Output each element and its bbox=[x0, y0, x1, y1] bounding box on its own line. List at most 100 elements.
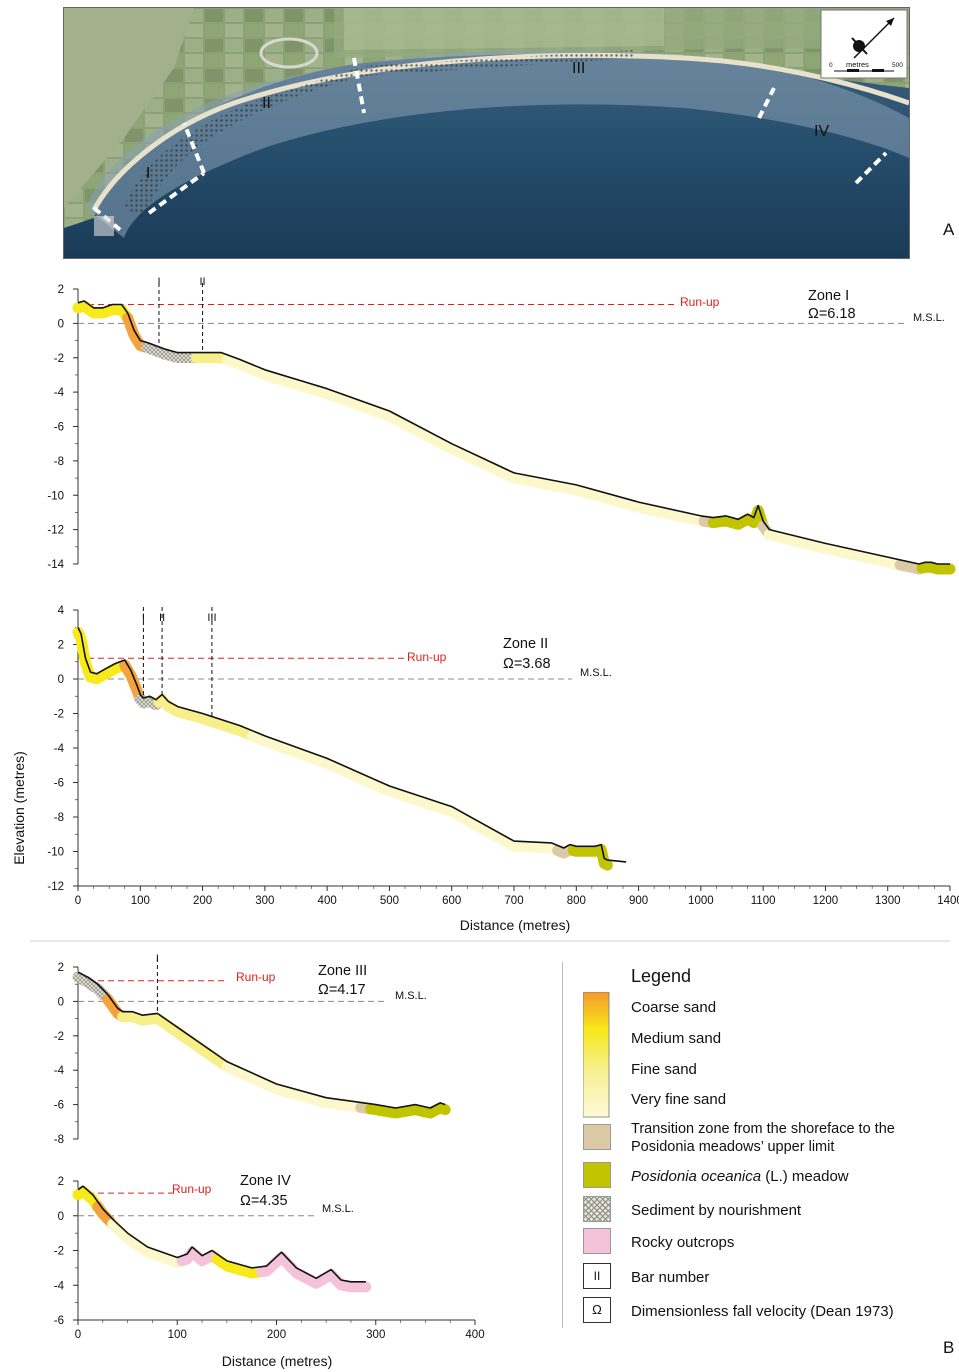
y-tick-label: -10 bbox=[47, 490, 64, 502]
y-tick-label: 0 bbox=[58, 996, 64, 1008]
bar-marker-label: II bbox=[200, 276, 206, 288]
scale-start: 0 bbox=[829, 62, 833, 69]
x-tick-label: 100 bbox=[168, 1329, 187, 1341]
sediment-band-medium-sand bbox=[72, 300, 134, 324]
msl-label: M.S.L. bbox=[322, 1203, 354, 1215]
sediment-band-posidonia bbox=[916, 561, 956, 575]
y-tick-label: 2 bbox=[58, 1176, 64, 1188]
legend-transition-line1: Transition zone from the shoreface to th… bbox=[631, 1121, 895, 1137]
legend-coarse-sand: Coarse sand bbox=[631, 999, 717, 1016]
zone-title: Zone III bbox=[318, 963, 367, 979]
legend-nourishment: Sediment by nourishment bbox=[631, 1202, 802, 1219]
x-tick-label: 400 bbox=[318, 895, 337, 907]
sediment-band-posidonia bbox=[707, 505, 769, 532]
msl-label: M.S.L. bbox=[580, 667, 612, 679]
panel-label-b: B bbox=[943, 1338, 955, 1357]
x-tick-label: 200 bbox=[193, 895, 212, 907]
scale-end: 500 bbox=[892, 62, 903, 69]
runup-label: Run-up bbox=[407, 650, 447, 664]
legend-bar-symbol: II bbox=[583, 1263, 611, 1289]
y-tick-label: 0 bbox=[58, 674, 64, 686]
scale-box: metres 0 500 bbox=[820, 9, 908, 79]
y-tick-label: -4 bbox=[54, 387, 65, 399]
x-tick-label: 600 bbox=[442, 895, 461, 907]
y-tick-label: -12 bbox=[47, 881, 64, 893]
legend-posidonia-rest: (L.) meadow bbox=[761, 1168, 849, 1185]
y-axis-label: Elevation (metres) bbox=[11, 751, 27, 865]
legend-medium-sand: Medium sand bbox=[631, 1030, 722, 1047]
zone-title: Zone IV bbox=[240, 1173, 291, 1189]
y-tick-label: -12 bbox=[47, 525, 64, 537]
x-tick-label: 1200 bbox=[813, 895, 839, 907]
y-tick-label: -8 bbox=[54, 456, 64, 468]
sediment-band-very-fine-sand bbox=[763, 529, 906, 571]
zone-title: Zone II bbox=[503, 636, 548, 652]
legend-title: Legend bbox=[631, 966, 692, 986]
profile-line bbox=[77, 971, 446, 1109]
legend: Legend Coarse sand Medium sand Fine sand… bbox=[562, 962, 943, 1328]
profile-line bbox=[77, 300, 950, 565]
x-tick-label: 1000 bbox=[688, 895, 714, 907]
legend-swatch-transition bbox=[583, 1124, 611, 1150]
y-tick-label: 4 bbox=[58, 605, 65, 617]
runup-label: Run-up bbox=[236, 970, 276, 984]
y-tick-label: -6 bbox=[54, 1315, 64, 1327]
legend-swatch-nourishment bbox=[583, 1196, 611, 1222]
x-tick-label: 900 bbox=[629, 895, 648, 907]
runup-label: Run-up bbox=[680, 295, 720, 309]
aerial-map: I II III IV metres 0 500 bbox=[64, 8, 909, 258]
zone-label-iii: III bbox=[572, 60, 585, 77]
x-axis-label: Distance (metres) bbox=[222, 1353, 332, 1369]
y-tick-label: 2 bbox=[58, 640, 64, 652]
x-tick-label: 1100 bbox=[751, 895, 776, 907]
legend-posidonia-italic: Posidonia oceanica bbox=[631, 1168, 762, 1185]
msl-label: M.S.L. bbox=[395, 990, 427, 1002]
sediment-band-very-fine-sand bbox=[222, 354, 710, 527]
sediment-band-medium-sand bbox=[72, 626, 131, 685]
x-tick-label: 800 bbox=[567, 895, 586, 907]
x-tick-label: 500 bbox=[380, 895, 399, 907]
legend-fine-sand: Fine sand bbox=[631, 1061, 697, 1078]
msl-label: M.S.L. bbox=[913, 312, 945, 324]
zone-label-ii: II bbox=[262, 95, 271, 112]
y-tick-label: -6 bbox=[54, 1100, 64, 1112]
x-axis-label: Distance (metres) bbox=[460, 917, 570, 933]
legend-rocky: Rocky outcrops bbox=[631, 1234, 735, 1251]
y-tick-label: -2 bbox=[54, 1031, 64, 1043]
y-tick-label: -4 bbox=[54, 743, 65, 755]
aerial-photo: I II III IV metres 0 500 bbox=[63, 7, 910, 259]
sediment-band-rocky bbox=[256, 1251, 372, 1293]
x-tick-label: 200 bbox=[267, 1329, 286, 1341]
sediment-band-very-fine-sand bbox=[246, 730, 564, 856]
legend-posidonia: Posidonia oceanica (L.) meadow bbox=[631, 1168, 849, 1186]
x-tick-label: 100 bbox=[131, 895, 150, 907]
profile-chart-4: 2 0 -2 -4 -6 0 100 200 300 400 Distance (metres) M.… bbox=[54, 1173, 485, 1369]
y-tick-label: -4 bbox=[54, 1065, 65, 1077]
bar-marker-label: II bbox=[159, 612, 165, 624]
y-tick-label: 0 bbox=[58, 318, 64, 330]
sediment-band-posidonia bbox=[567, 844, 613, 871]
y-tick-label: -2 bbox=[54, 709, 64, 721]
y-tick-label: -6 bbox=[54, 422, 64, 434]
sediment-band-nourishment bbox=[72, 971, 114, 1005]
x-tick-label: 300 bbox=[366, 1329, 385, 1341]
zone-omega: Ω=4.35 bbox=[240, 1193, 288, 1209]
x-tick-label: 1400 bbox=[937, 895, 959, 907]
x-tick-label: 700 bbox=[504, 895, 523, 907]
y-tick-label: 2 bbox=[58, 962, 64, 974]
zone-label-iv: IV bbox=[814, 123, 829, 140]
zone-omega: Ω=4.17 bbox=[318, 982, 366, 998]
zone-title: Zone I bbox=[808, 288, 849, 304]
y-tick-label: -8 bbox=[54, 1134, 64, 1146]
sediment-band-fine-sand bbox=[153, 694, 258, 742]
sediment-band-medium-sand bbox=[211, 1253, 268, 1279]
zone-omega: Ω=3.68 bbox=[503, 656, 551, 672]
zone-omega: Ω=6.18 bbox=[808, 306, 856, 322]
legend-transition-line2: Posidonia meadows’ upper limit bbox=[631, 1139, 835, 1155]
y-tick-label: -6 bbox=[54, 778, 64, 790]
y-tick-label: -2 bbox=[54, 353, 64, 365]
profile-chart-3: 2 0 -2 -4 -6 -8 M.S.L. Run-up I Zone III Ω=4.17 bbox=[54, 953, 451, 1146]
legend-swatch-posidonia bbox=[583, 1162, 611, 1188]
legend-sand-gradient bbox=[583, 992, 610, 1118]
